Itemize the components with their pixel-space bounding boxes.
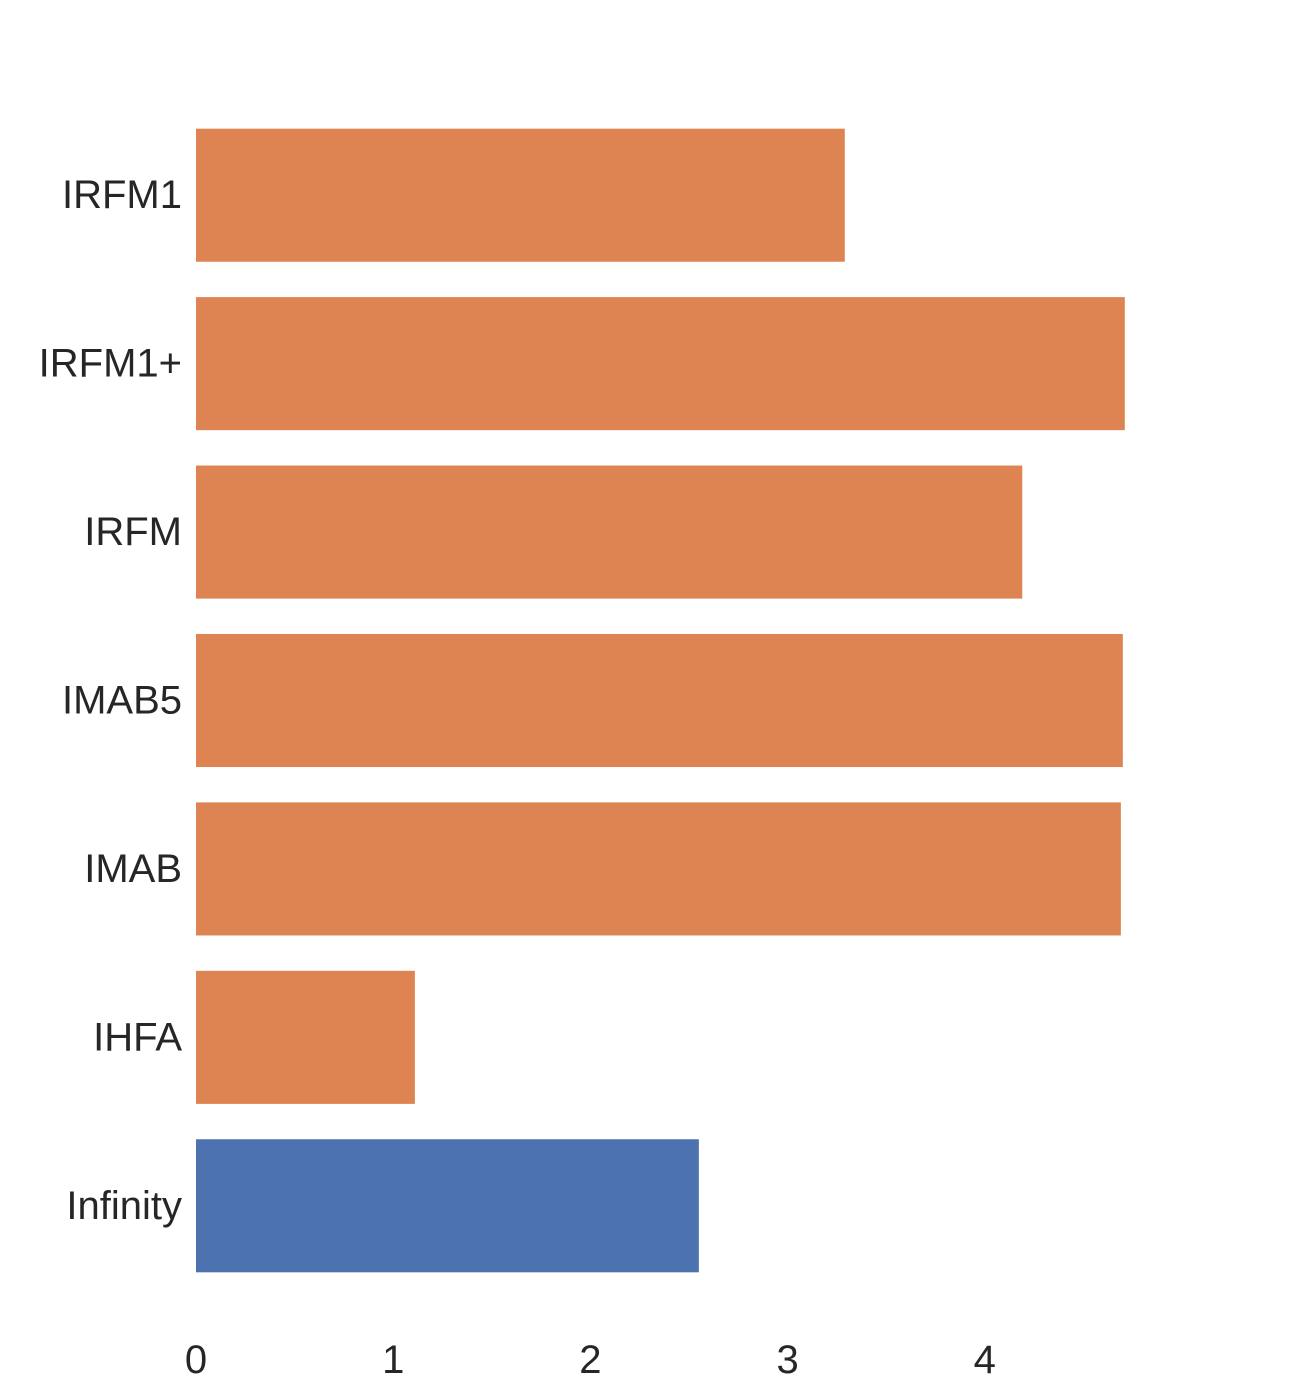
bars-layer bbox=[196, 128, 1125, 1273]
y-tick-label: IRFM1+ bbox=[39, 342, 182, 386]
y-tick-label: Infinity bbox=[66, 1184, 182, 1228]
x-tick-label: 2 bbox=[579, 1338, 601, 1382]
bar-irfm1- bbox=[196, 297, 1125, 431]
y-tick-label: IHFA bbox=[93, 1015, 182, 1059]
y-axis-tick-labels: IRFM1 IRFM1+ IRFM IMAB5 IMAB IHFA Infinity bbox=[39, 173, 183, 1228]
x-tick-label: 0 bbox=[185, 1338, 207, 1382]
x-tick-label: 3 bbox=[776, 1338, 798, 1382]
y-tick-label: IRFM1 bbox=[62, 173, 182, 217]
y-tick-label: IMAB bbox=[84, 847, 182, 891]
y-tick-label: IMAB5 bbox=[62, 679, 182, 723]
x-axis-tick-labels: 0 1 2 3 4 bbox=[185, 1338, 996, 1382]
bar-irfm bbox=[196, 465, 1023, 599]
x-tick-label: 4 bbox=[974, 1338, 996, 1382]
x-tick-label: 1 bbox=[382, 1338, 404, 1382]
bar-imab bbox=[196, 802, 1121, 936]
bar-irfm1 bbox=[196, 128, 845, 262]
bar-ihfa bbox=[196, 970, 415, 1104]
bar-imab5 bbox=[196, 633, 1123, 768]
bar-infinity bbox=[196, 1139, 699, 1273]
y-tick-label: IRFM bbox=[84, 510, 182, 554]
